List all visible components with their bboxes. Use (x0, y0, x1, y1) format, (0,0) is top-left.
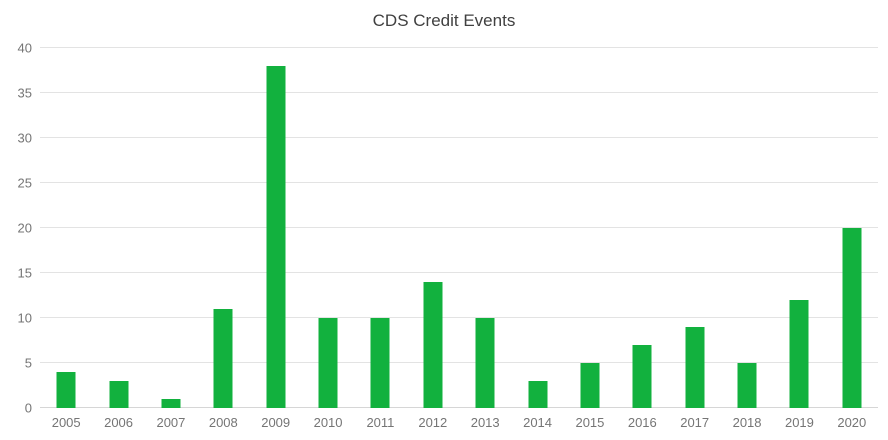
bar (842, 228, 862, 408)
bar-group: 2015 (564, 48, 616, 429)
y-axis-tick-label: 15 (17, 265, 32, 281)
x-axis-tick-label: 2014 (523, 415, 553, 430)
gridline (40, 137, 878, 138)
gridline (40, 182, 878, 183)
y-axis-tick-label: 10 (17, 310, 32, 326)
x-axis-tick-label: 2012 (418, 415, 448, 430)
gridline (40, 227, 878, 228)
bar (475, 318, 495, 408)
gridline (40, 272, 878, 273)
x-axis-tick-label: 2010 (313, 415, 343, 430)
bar-group: 2011 (354, 48, 406, 429)
y-axis-tick-label: 30 (17, 130, 32, 146)
x-axis-tick-label: 2016 (627, 415, 657, 430)
bar-group: 2012 (407, 48, 459, 429)
bar (266, 66, 286, 408)
gridline (40, 317, 878, 318)
gridline (40, 92, 878, 93)
y-axis-tick-label: 25 (17, 175, 32, 191)
x-axis-tick-label: 2008 (208, 415, 238, 430)
x-axis-tick-label: 2018 (732, 415, 762, 430)
plot-area: 0 5 10 15 20 25 30 35 40 2005 2006 2007 2008 2009 2010… (18, 42, 878, 429)
x-axis-baseline (40, 407, 878, 408)
bar (737, 363, 757, 408)
gridline (40, 47, 878, 48)
bar (213, 309, 233, 408)
gridline (40, 362, 878, 363)
y-axis-tick-label: 5 (24, 355, 32, 371)
bar (109, 381, 129, 408)
bar-group: 2006 (92, 48, 144, 429)
bar-group: 2014 (511, 48, 563, 429)
bar (789, 300, 809, 408)
x-axis-tick-label: 2006 (104, 415, 134, 430)
bar-group: 2007 (145, 48, 197, 429)
chart-title: CDS Credit Events (372, 11, 516, 30)
x-axis-tick-label: 2020 (837, 415, 867, 430)
x-axis-tick-label: 2005 (51, 415, 81, 430)
x-axis-tick-label: 2011 (366, 415, 395, 430)
bar (632, 345, 652, 408)
bar-group: 2018 (721, 48, 773, 429)
bar (370, 318, 390, 408)
bar-group: 2005 (40, 48, 92, 429)
x-axis-tick-label: 2019 (784, 415, 814, 430)
y-axis-tick-label: 20 (17, 220, 32, 236)
x-axis-tick-label: 2007 (156, 415, 186, 430)
bar-group: 2016 (616, 48, 668, 429)
x-axis-tick-label: 2017 (680, 415, 710, 430)
bar-group: 2009 (250, 48, 302, 429)
y-axis-tick-label: 35 (17, 85, 32, 101)
bar-group: 2013 (459, 48, 511, 429)
y-axis-tick-label: 0 (24, 400, 32, 416)
bar (318, 318, 338, 408)
bar-group: 2019 (773, 48, 825, 429)
bar (685, 327, 705, 408)
bar (56, 372, 76, 408)
bar (528, 381, 548, 408)
bar-group: 2017 (669, 48, 721, 429)
bar (161, 399, 181, 408)
bar (580, 363, 600, 408)
bar-group: 2010 (302, 48, 354, 429)
bar-group: 2020 (826, 48, 878, 429)
x-axis-tick-label: 2009 (261, 415, 291, 430)
bar (423, 282, 443, 408)
y-axis-tick-label: 40 (17, 40, 32, 56)
x-axis-tick-label: 2013 (470, 415, 500, 430)
bars-container: 2005 2006 2007 2008 2009 2010 2011 2012 2013 2014… (40, 48, 878, 429)
x-axis-tick-label: 2015 (575, 415, 605, 430)
bar-group: 2008 (197, 48, 249, 429)
